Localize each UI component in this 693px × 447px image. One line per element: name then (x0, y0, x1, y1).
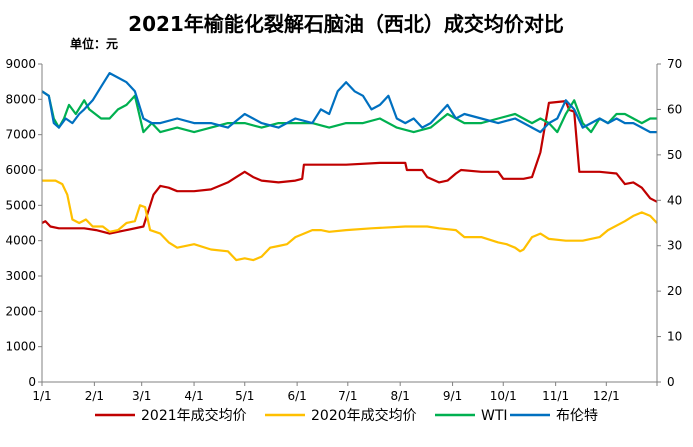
x-tick-label: 2/1 (85, 389, 104, 403)
legend-label-1: 2020年成交均价 (311, 407, 417, 424)
left-tick-label: 0 (28, 375, 36, 389)
x-tick-label: 3/1 (132, 389, 151, 403)
right-tick-label: 10 (667, 330, 682, 344)
right-tick-label: 20 (667, 284, 682, 298)
x-tick-label: 1/1 (32, 389, 51, 403)
left-tick-label: 9000 (5, 57, 36, 71)
x-tick-label: 12/1 (593, 389, 620, 403)
left-tick-label: 1000 (5, 340, 36, 354)
left-tick-label: 6000 (5, 163, 36, 177)
x-tick-label: 5/1 (235, 389, 254, 403)
right-tick-label: 60 (667, 102, 682, 116)
unit-label: 单位：元 (70, 36, 118, 51)
left-tick-label: 3000 (5, 269, 36, 283)
left-tick-label: 8000 (5, 92, 36, 106)
x-tick-label: 8/1 (391, 389, 410, 403)
series-line-2 (41, 90, 657, 134)
left-tick-label: 5000 (5, 198, 36, 212)
x-tick-label: 4/1 (184, 389, 203, 403)
x-axis-ticks: 1/1 2/1 3/1 4/1 5/1 6/1 7/1 8/1 9/1 10/1 11/1 12/1 (32, 382, 658, 403)
legend-label-0: 2021年成交均价 (141, 407, 247, 424)
right-tick-label: 70 (667, 57, 682, 71)
series-line-0 (41, 100, 658, 235)
legend-label-3: 布伦特 (556, 408, 598, 424)
right-tick-label: 50 (667, 148, 682, 162)
x-tick-label: 10/1 (490, 389, 517, 403)
x-tick-label: 11/1 (542, 389, 569, 403)
chart-title: 2021年榆能化裂解石脑油（西北）成交均价对比 (128, 12, 564, 36)
right-tick-label: 0 (667, 375, 675, 389)
left-axis-ticks: 0 1000 2000 3000 4000 5000 6000 7000 8000 9000 (5, 57, 42, 389)
legend-label-2: WTI (481, 408, 508, 424)
right-axis-ticks: 0 10 20 30 40 50 60 70 (657, 57, 682, 389)
x-tick-label: 6/1 (287, 389, 306, 403)
series-layer (41, 72, 658, 262)
series-line-1 (42, 179, 658, 262)
right-tick-label: 40 (667, 193, 682, 207)
series-line-3 (41, 72, 657, 134)
right-tick-label: 30 (667, 239, 682, 253)
left-tick-label: 2000 (5, 304, 36, 318)
left-tick-label: 7000 (5, 128, 36, 142)
x-tick-label: 7/1 (338, 389, 357, 403)
legend: 2021年成交均价 2020年成交均价 WTI 布伦特 (95, 407, 598, 424)
x-tick-label: 9/1 (443, 389, 462, 403)
left-tick-label: 4000 (5, 234, 36, 248)
